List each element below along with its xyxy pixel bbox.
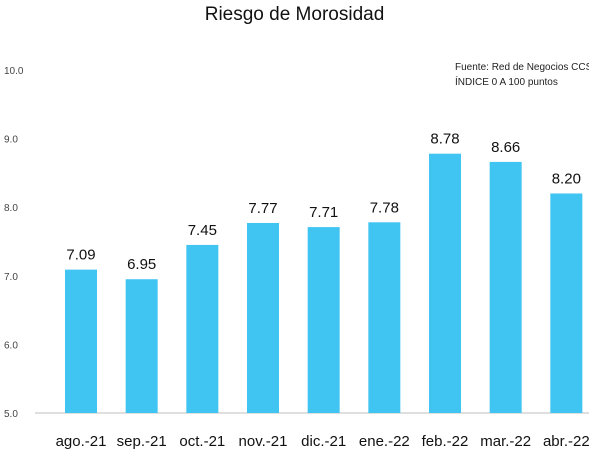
source-line-2: ÍNDICE 0 A 100 puntos (455, 77, 558, 88)
bar-feb.-22 (429, 153, 461, 413)
y-tick-label: 7.0 (4, 272, 18, 283)
chart-title: Riesgo de Morosidad (204, 4, 385, 25)
data-label: 7.77 (248, 200, 277, 217)
y-tick-label: 5.0 (4, 409, 18, 420)
y-tick-label: 9.0 (4, 135, 18, 146)
source-note: Fuente: Red de Negocios CCS ÍNDICE 0 A 1… (455, 60, 589, 90)
bar-nov.-21 (247, 222, 279, 413)
bar-dic.-21 (307, 227, 340, 413)
bar-oct.-21 (186, 244, 219, 413)
x-tick-label: oct.-21 (179, 433, 225, 450)
bar-mar.-22 (489, 161, 522, 413)
data-label: 6.95 (127, 256, 156, 273)
data-label: 8.78 (430, 131, 459, 148)
y-tick-label: 10.0 (4, 66, 24, 77)
bar-abr.-22 (550, 193, 583, 413)
data-label: 7.09 (66, 247, 95, 264)
data-label: 7.78 (370, 199, 399, 216)
data-label: 7.71 (309, 204, 338, 221)
y-tick-label: 8.0 (4, 203, 18, 214)
data-label: 8.66 (491, 139, 520, 156)
x-tick-label: ene.-22 (359, 433, 410, 450)
x-tick-label: nov.-21 (239, 433, 288, 450)
x-tick-label: abr.-22 (543, 433, 589, 450)
bar-ago.-21 (65, 269, 97, 413)
y-tick-label: 6.0 (4, 340, 18, 351)
x-tick-label: sep.-21 (117, 433, 167, 450)
x-tick-label: feb.-22 (422, 433, 469, 450)
bar-ene.-22 (368, 222, 401, 413)
data-label: 8.20 (552, 170, 581, 187)
bar-sep.-21 (125, 279, 158, 413)
x-tick-label: mar.-22 (480, 433, 531, 450)
x-tick-label: ago.-21 (56, 433, 107, 450)
source-line-1: Fuente: Red de Negocios CCS (455, 62, 589, 73)
data-label: 7.45 (188, 222, 217, 239)
x-tick-label: dic.-21 (301, 433, 346, 450)
